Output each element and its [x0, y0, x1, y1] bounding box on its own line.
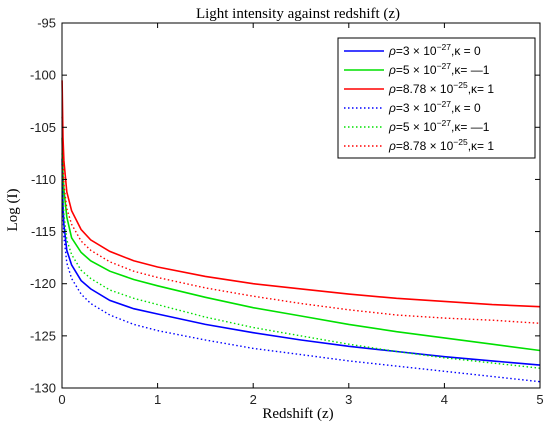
y-tick-label: -120 — [30, 276, 56, 291]
x-tick-label: 2 — [250, 392, 257, 407]
series-line-3 — [61, 80, 541, 308]
plot-frame — [61, 22, 541, 389]
legend-label: ρ=5 × 10−27,κ= —1 — [388, 61, 490, 77]
x-tick-label: 5 — [536, 392, 543, 407]
series-line-5 — [61, 153, 541, 369]
legend-box — [337, 37, 536, 159]
chart-title: Light intensity against redshift (z) — [196, 6, 400, 22]
y-tick-label: -115 — [31, 224, 56, 239]
series-line-4 — [61, 163, 541, 383]
legend-label: ρ=8.78 × 10−25,κ= 1 — [388, 137, 494, 153]
series-line-1 — [61, 158, 541, 366]
y-tick-label: -125 — [30, 328, 56, 343]
x-tick-label: 1 — [154, 392, 161, 407]
y-tick-label: -130 — [30, 381, 56, 396]
x-tick-label: 3 — [345, 392, 352, 407]
y-tick-label: -95 — [37, 16, 56, 31]
series-layer — [61, 80, 541, 383]
legend-label: ρ=5 × 10−27,κ= —1 — [388, 118, 490, 134]
legend-label: ρ=3 × 10−27,κ = 0 — [388, 99, 481, 115]
legend-label: ρ=3 × 10−27,κ = 0 — [388, 42, 481, 58]
y-tick-label: -110 — [31, 172, 56, 187]
legend-label: ρ=8.78 × 10−25,κ= 1 — [388, 80, 494, 96]
y-tick-label: -105 — [30, 120, 56, 135]
x-tick-label: 4 — [441, 392, 448, 407]
series-line-6 — [61, 116, 541, 324]
legend: ρ=3 × 10−27,κ = 0 ρ=5 × 10−27,κ= —1 ρ=8.78… — [337, 37, 536, 159]
x-axis-label: Redshift (z) — [262, 406, 333, 422]
y-tick-label: -100 — [30, 68, 56, 83]
series-line-2 — [61, 137, 541, 352]
y-axis-label: Log (I) — [5, 189, 21, 232]
axes-layer: 0 1 2 3 4 5 -95 -100 -105 -110 -115 -120 -125 -130 — [30, 16, 544, 408]
x-tick-label: 0 — [58, 392, 65, 407]
